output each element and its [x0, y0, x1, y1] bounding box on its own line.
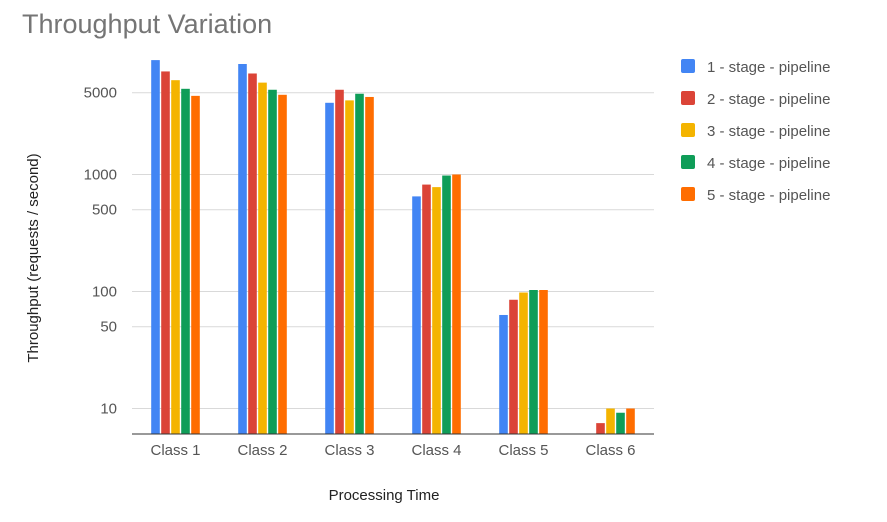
legend-label: 2 - stage - pipeline — [707, 91, 830, 108]
bar — [616, 412, 625, 434]
bar — [365, 96, 374, 435]
chart-title: Throughput Variation — [22, 9, 272, 39]
bar — [355, 93, 364, 434]
legend-item: 3 - stage - pipeline — [681, 123, 830, 140]
bar — [596, 423, 605, 434]
bar — [626, 408, 635, 434]
bar — [452, 174, 461, 434]
legend: 1 - stage - pipeline 2 - stage - pipeline… — [681, 59, 830, 204]
x-tick-label: Class 6 — [585, 442, 635, 459]
bar — [325, 102, 334, 435]
legend-label: 5 - stage - pipeline — [707, 187, 830, 204]
bar — [509, 299, 518, 434]
y-tick-label: 500 — [92, 202, 117, 219]
legend-item: 5 - stage - pipeline — [681, 187, 830, 204]
bar — [268, 89, 277, 434]
x-tick-label: Class 5 — [498, 442, 548, 459]
bar — [151, 60, 160, 435]
legend-swatch — [681, 59, 695, 73]
x-tick-label: Class 1 — [150, 442, 200, 459]
bar — [278, 94, 287, 434]
bar — [258, 82, 267, 435]
legend-item: 4 - stage - pipeline — [681, 155, 830, 172]
gridlines — [132, 92, 654, 409]
x-axis-title: Processing Time — [329, 487, 440, 504]
bar — [422, 184, 431, 434]
bar — [519, 292, 528, 434]
y-tick-label: 1000 — [84, 167, 117, 184]
legend-swatch — [681, 187, 695, 201]
bar — [248, 73, 257, 435]
bar — [499, 314, 508, 434]
legend-item: 2 - stage - pipeline — [681, 91, 830, 108]
bar — [171, 80, 180, 435]
bars — [151, 60, 635, 435]
bar — [442, 175, 451, 434]
y-tick-label: 100 — [92, 284, 117, 301]
x-tick-label: Class 4 — [411, 442, 461, 459]
bar — [529, 290, 538, 434]
legend-swatch — [681, 123, 695, 137]
legend-label: 3 - stage - pipeline — [707, 123, 830, 140]
legend-item: 1 - stage - pipeline — [681, 59, 830, 76]
bar — [191, 95, 200, 435]
bar — [412, 196, 421, 434]
bar — [606, 408, 615, 434]
legend-swatch — [681, 91, 695, 105]
legend-label: 4 - stage - pipeline — [707, 155, 830, 172]
bar — [432, 187, 441, 434]
legend-label: 1 - stage - pipeline — [707, 59, 830, 76]
y-tick-label: 50 — [100, 319, 117, 336]
legend-swatch — [681, 155, 695, 169]
bar — [345, 100, 354, 434]
bar — [161, 71, 170, 434]
y-tick-label: 10 — [100, 401, 117, 418]
bar — [181, 88, 190, 434]
bar — [238, 64, 247, 434]
bar — [539, 290, 548, 434]
y-tick-labels: 10 50 100 500 1000 5000 — [84, 85, 117, 418]
bar — [335, 89, 344, 434]
y-tick-label: 5000 — [84, 85, 117, 102]
y-axis-title: Throughput (requests / second) — [25, 153, 42, 362]
x-tick-label: Class 2 — [237, 442, 287, 459]
x-tick-labels: Class 1 Class 2 Class 3 Class 4 Class 5 Class… — [150, 442, 635, 459]
x-tick-label: Class 3 — [324, 442, 374, 459]
